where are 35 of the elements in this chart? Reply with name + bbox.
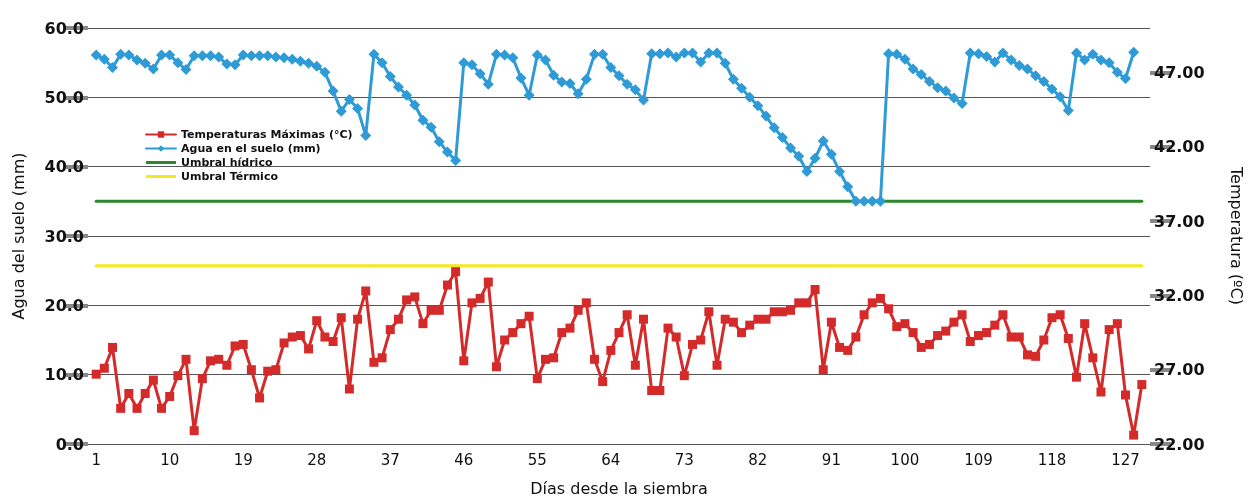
x-tick-label: 82: [748, 450, 768, 469]
x-tick-label: 127: [1111, 450, 1140, 469]
y2-tick-label: 42.00: [1154, 137, 1205, 157]
x-tick-label: 1: [91, 450, 101, 469]
x-tick-label: 19: [233, 450, 253, 469]
y2-tick-label: 32.00: [1154, 285, 1205, 305]
x-tick-label: 109: [964, 450, 993, 469]
y-tick-label: 50.0: [44, 87, 84, 107]
x-tick-label: 118: [1037, 450, 1067, 469]
y2-tick-label: 27.00: [1154, 360, 1205, 380]
x-tick-label: 91: [821, 450, 841, 469]
y2-tick-label: 22.00: [1154, 434, 1205, 454]
x-tick-label: 46: [454, 450, 474, 469]
legend-label: Temperaturas Máximas (°C): [181, 128, 353, 141]
x-tick-label: 10: [160, 450, 180, 469]
y2-tick-label: 47.00: [1154, 63, 1205, 83]
y-tick-label: 0.0: [55, 434, 84, 454]
legend-label: Umbral hídrico: [181, 156, 273, 169]
x-axis-title: Días desde la siembra: [530, 478, 708, 498]
y-tick-label: 40.0: [44, 157, 84, 177]
x-tick-label: 37: [380, 450, 400, 469]
y2-tick-label: 37.00: [1154, 211, 1205, 231]
x-tick-label: 64: [601, 450, 621, 469]
x-tick-label: 73: [674, 450, 694, 469]
y-tick-label: 30.0: [44, 226, 84, 246]
y-tick-label: 10.0: [44, 365, 84, 385]
y2-axis-title: Temperatura (ºC): [1226, 166, 1246, 305]
y-axis-title: Agua del suelo (mm): [8, 152, 28, 320]
legend-label: Umbral Térmico: [181, 170, 279, 183]
y-tick-label: 20.0: [44, 295, 84, 315]
x-tick-label: 55: [527, 450, 547, 469]
x-tick-label: 28: [307, 450, 327, 469]
x-tick-label: 100: [890, 450, 920, 469]
legend-label: Agua en el suelo (mm): [181, 142, 321, 155]
y-tick-label: 60.0: [44, 18, 84, 38]
